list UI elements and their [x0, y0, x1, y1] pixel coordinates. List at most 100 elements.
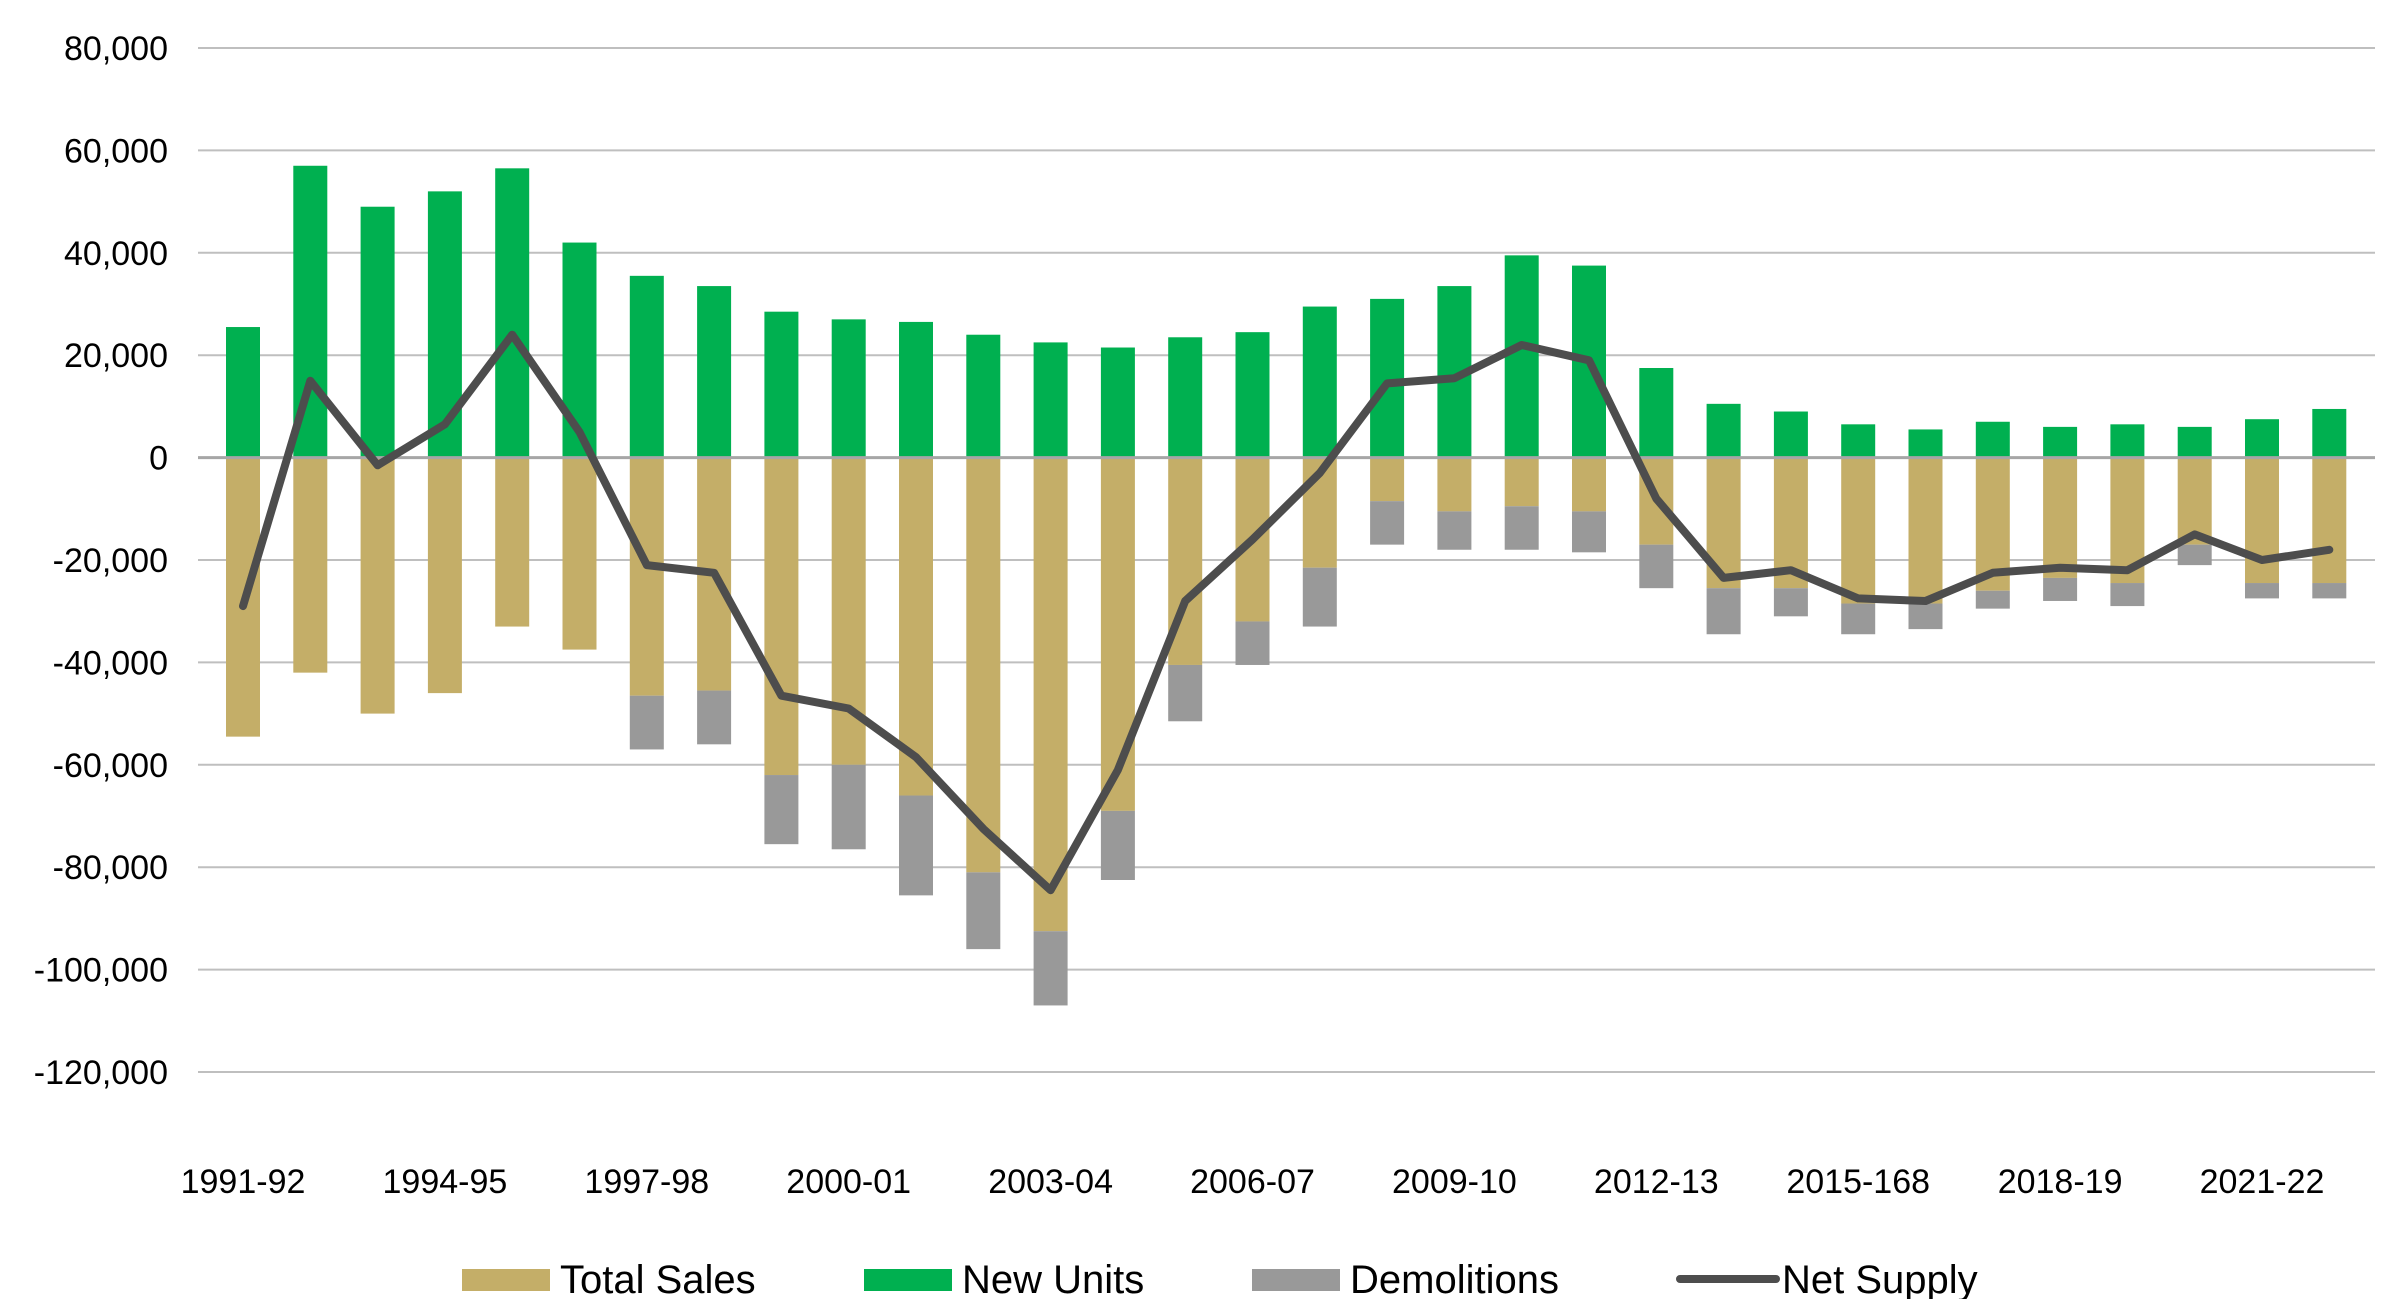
bar-demolitions [1100, 810, 1135, 880]
bar-new-units [1706, 403, 1741, 458]
bar-new-units [899, 321, 933, 458]
x-tick-label: 2015-168 [1786, 1163, 1930, 1201]
bar-total-sales [2245, 457, 2279, 584]
bar-demolitions [1033, 931, 1068, 1006]
bar-total-sales [1370, 457, 1405, 502]
y-tick-label: 20,000 [64, 337, 168, 375]
x-tick-label: 2012-13 [1594, 1163, 1719, 1201]
y-tick-label: -80,000 [53, 849, 168, 887]
bar-demolitions [966, 872, 1001, 950]
y-tick-label: -100,000 [34, 952, 168, 990]
x-tick-label: 2006-07 [1190, 1163, 1315, 1201]
bar-total-sales [427, 457, 462, 694]
bar-new-units [1975, 421, 2010, 458]
bar-total-sales [2312, 457, 2347, 584]
bar-new-units [764, 311, 799, 458]
bar-new-units [1370, 298, 1405, 458]
bar-new-units [1100, 347, 1135, 458]
bar-demolitions [1706, 588, 1741, 635]
bar-demolitions [2177, 544, 2212, 566]
bar-total-sales [1572, 457, 1606, 512]
x-tick-label: 1997-98 [584, 1163, 709, 1201]
bar-total-sales [899, 457, 933, 796]
y-tick-label: 80,000 [64, 30, 168, 68]
bar-total-sales [360, 457, 395, 714]
legend-swatch [1252, 1269, 1340, 1291]
bar-new-units [1841, 424, 1876, 458]
x-tick-labels: 1991-92 1994-95 1997-98 2000-01 2003-04 2006-… [181, 1163, 2325, 1201]
bar-new-units [1639, 368, 1674, 458]
bar-demolitions [1302, 567, 1337, 627]
bar-new-units [226, 327, 260, 458]
bar-demolitions [2312, 583, 2347, 599]
legend-label: Total Sales [560, 1258, 756, 1299]
bar-demolitions [899, 795, 933, 896]
bar-demolitions [1639, 544, 1674, 589]
y-tick-label: -60,000 [53, 747, 168, 785]
bar-demolitions [1370, 501, 1405, 545]
bar-new-units [2043, 426, 2078, 458]
bar-total-sales [1841, 457, 1876, 604]
bar-demolitions [1773, 588, 1808, 617]
legend-label: Net Supply [1782, 1258, 1978, 1299]
bar-demolitions [1437, 511, 1472, 550]
bars [226, 165, 2347, 1006]
bar-demolitions [697, 690, 732, 745]
bar-total-sales [1908, 457, 1943, 604]
bar-new-units [629, 275, 664, 458]
bar-new-units [831, 319, 866, 458]
bar-new-units [1908, 429, 1943, 458]
bar-demolitions [1168, 664, 1203, 722]
bar-demolitions [1235, 621, 1270, 665]
bar-demolitions [629, 695, 664, 750]
gridlines [198, 47, 2375, 1073]
bar-total-sales [2177, 457, 2212, 545]
bar-demolitions [1908, 603, 1943, 630]
bar-total-sales [562, 457, 597, 650]
y-tick-label: 0 [149, 440, 168, 478]
bar-demolitions [2043, 577, 2078, 601]
legend-label: Demolitions [1350, 1258, 1559, 1299]
legend: Total Sales New Units Demolitions Net Suppl… [462, 1258, 1978, 1299]
y-tick-label: 60,000 [64, 132, 168, 170]
bar-new-units [697, 286, 732, 458]
bar-total-sales [1437, 457, 1472, 512]
bar-demolitions [831, 764, 866, 850]
bar-demolitions [1841, 603, 1876, 635]
net-supply-line [239, 330, 2334, 895]
bar-new-units [1168, 337, 1203, 458]
bar-new-units [495, 168, 530, 458]
bar-total-sales [629, 457, 664, 696]
bar-demolitions [2110, 583, 2145, 607]
bar-total-sales [1033, 457, 1068, 932]
bar-new-units [2110, 424, 2145, 458]
x-tick-label: 2018-19 [1998, 1163, 2123, 1201]
y-tick-label: -40,000 [53, 644, 168, 682]
y-tick-label: 40,000 [64, 235, 168, 273]
bar-new-units [2177, 426, 2212, 458]
x-tick-label: 2000-01 [786, 1163, 911, 1201]
bar-total-sales [966, 457, 1001, 873]
bar-demolitions [764, 775, 799, 845]
bar-new-units [1033, 342, 1068, 458]
x-tick-label: 2021-22 [2200, 1163, 2325, 1201]
legend-label: New Units [962, 1258, 1144, 1299]
bar-new-units [1235, 332, 1270, 458]
bar-new-units [360, 206, 395, 458]
y-tick-label: -20,000 [53, 542, 168, 580]
legend-swatch [462, 1269, 550, 1291]
x-tick-label: 1991-92 [181, 1163, 306, 1201]
bar-new-units [2245, 419, 2279, 458]
y-tick-label: -120,000 [34, 1054, 168, 1092]
bar-total-sales [764, 457, 799, 776]
bar-new-units [2312, 408, 2347, 458]
x-tick-label: 2009-10 [1392, 1163, 1517, 1201]
y-tick-labels: 80,000 60,000 40,000 20,000 0 -20,000 -40,000 -… [34, 30, 168, 1092]
legend-item-total-sales: Total Sales [462, 1258, 756, 1299]
bar-total-sales [1100, 457, 1135, 811]
legend-item-demolitions: Demolitions [1252, 1258, 1559, 1299]
bar-new-units [1773, 411, 1808, 458]
bar-total-sales [495, 457, 530, 627]
